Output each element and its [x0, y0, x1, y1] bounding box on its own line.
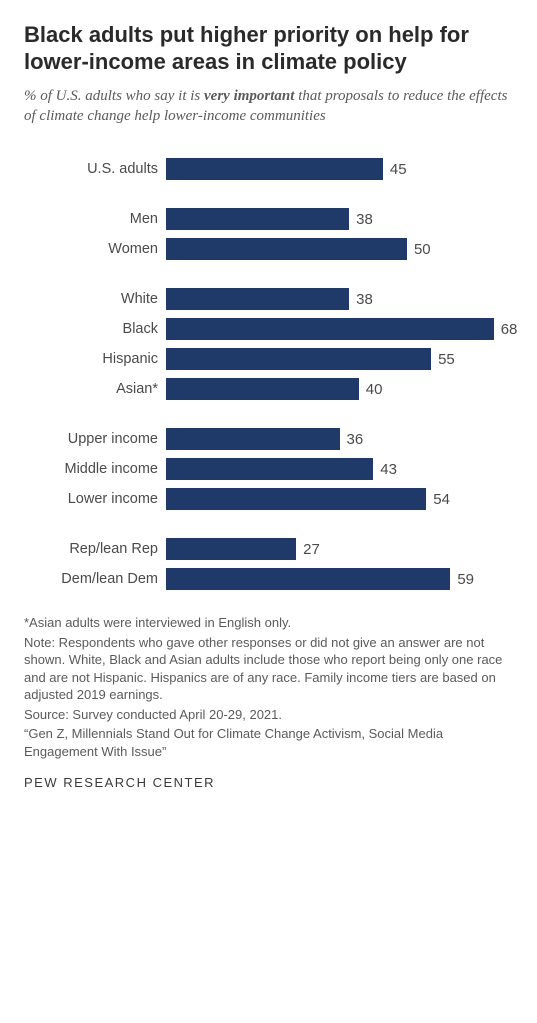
bar-value: 40 — [359, 376, 383, 402]
bar-row: U.S. adults 45 — [24, 154, 513, 184]
bar — [166, 238, 407, 260]
chart-subtitle: % of U.S. adults who say it is very impo… — [24, 86, 513, 127]
bar-area: 68 — [166, 316, 513, 342]
footnote-asterisk: *Asian adults were interviewed in Englis… — [24, 614, 513, 632]
bar-row: Asian* 40 — [24, 374, 513, 404]
bar — [166, 458, 373, 480]
bar-chart: U.S. adults45Men38Women50White38Black68H… — [24, 154, 513, 594]
bar-label: Hispanic — [24, 351, 166, 367]
bar-label: Dem/lean Dem — [24, 571, 166, 587]
bar-row: Upper income 36 — [24, 424, 513, 454]
bar-area: 50 — [166, 236, 513, 262]
bar — [166, 288, 349, 310]
bar-row: Lower income 54 — [24, 484, 513, 514]
bar-value: 54 — [426, 486, 450, 512]
bar-group: Rep/lean Rep 27 Dem/lean Dem 59 — [24, 534, 513, 594]
bar — [166, 318, 494, 340]
bar-area: 40 — [166, 376, 513, 402]
bar-label: Asian* — [24, 381, 166, 397]
bar-label: Upper income — [24, 431, 166, 447]
bar-row: Women 50 — [24, 234, 513, 264]
bar-value: 55 — [431, 346, 455, 372]
bar — [166, 208, 349, 230]
bar-group: U.S. adults 45 — [24, 154, 513, 184]
bar-row: Dem/lean Dem 59 — [24, 564, 513, 594]
bar-value: 45 — [383, 156, 407, 182]
bar-area: 36 — [166, 426, 513, 452]
bar-label: White — [24, 291, 166, 307]
bar — [166, 378, 359, 400]
chart-title: Black adults put higher priority on help… — [24, 22, 513, 76]
bar — [166, 538, 296, 560]
bar-label: Men — [24, 211, 166, 227]
bar-row: Middle income 43 — [24, 454, 513, 484]
bar-label: Middle income — [24, 461, 166, 477]
bar-value: 36 — [340, 426, 364, 452]
bar-row: Black68 — [24, 314, 513, 344]
bar-group: White38Black68Hispanic55Asian*40 — [24, 284, 513, 404]
bar-area: 38 — [166, 206, 513, 232]
bar-value: 38 — [349, 206, 373, 232]
bar — [166, 348, 431, 370]
bar-value: 50 — [407, 236, 431, 262]
bar-row: Hispanic 55 — [24, 344, 513, 374]
subtitle-pre: % of U.S. adults who say it is — [24, 88, 204, 104]
bar-label: Black — [24, 321, 166, 337]
footnote-quote: “Gen Z, Millennials Stand Out for Climat… — [24, 725, 513, 760]
bar — [166, 488, 426, 510]
bar-area: 38 — [166, 286, 513, 312]
bar-area: 59 — [166, 566, 513, 592]
bar-value: 59 — [450, 566, 474, 592]
bar-value: 27 — [296, 536, 320, 562]
bar-row: Rep/lean Rep 27 — [24, 534, 513, 564]
bar-row: White 38 — [24, 284, 513, 314]
bar-group: Upper income36Middle income43Lower incom… — [24, 424, 513, 514]
subtitle-emphasis: very important — [204, 88, 294, 104]
bar — [166, 158, 383, 180]
footnotes: *Asian adults were interviewed in Englis… — [24, 614, 513, 760]
bar-area: 27 — [166, 536, 513, 562]
bar-value: 43 — [373, 456, 397, 482]
bar-label: Women — [24, 241, 166, 257]
bar-group: Men 38 Women 50 — [24, 204, 513, 264]
bar-area: 54 — [166, 486, 513, 512]
bar-label: Lower income — [24, 491, 166, 507]
bar-area: 55 — [166, 346, 513, 372]
footnote-note: Note: Respondents who gave other respons… — [24, 634, 513, 704]
bar — [166, 428, 340, 450]
bar-label: U.S. adults — [24, 161, 166, 177]
bar-value: 38 — [349, 286, 373, 312]
bar-value: 68 — [494, 316, 518, 342]
footnote-source: Source: Survey conducted April 20-29, 20… — [24, 706, 513, 724]
bar-label: Rep/lean Rep — [24, 541, 166, 557]
bar-area: 43 — [166, 456, 513, 482]
bar-area: 45 — [166, 156, 513, 182]
bar-row: Men 38 — [24, 204, 513, 234]
brand-label: PEW RESEARCH CENTER — [24, 775, 513, 790]
bar — [166, 568, 450, 590]
